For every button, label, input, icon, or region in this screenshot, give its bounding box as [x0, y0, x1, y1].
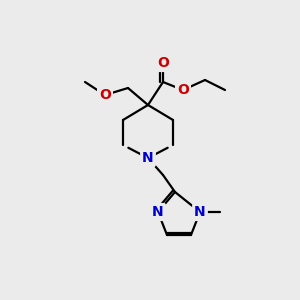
Text: O: O: [177, 83, 189, 97]
Text: O: O: [99, 88, 111, 102]
Text: O: O: [157, 56, 169, 70]
Text: N: N: [194, 205, 206, 219]
Text: N: N: [152, 205, 164, 219]
Text: N: N: [142, 151, 154, 165]
